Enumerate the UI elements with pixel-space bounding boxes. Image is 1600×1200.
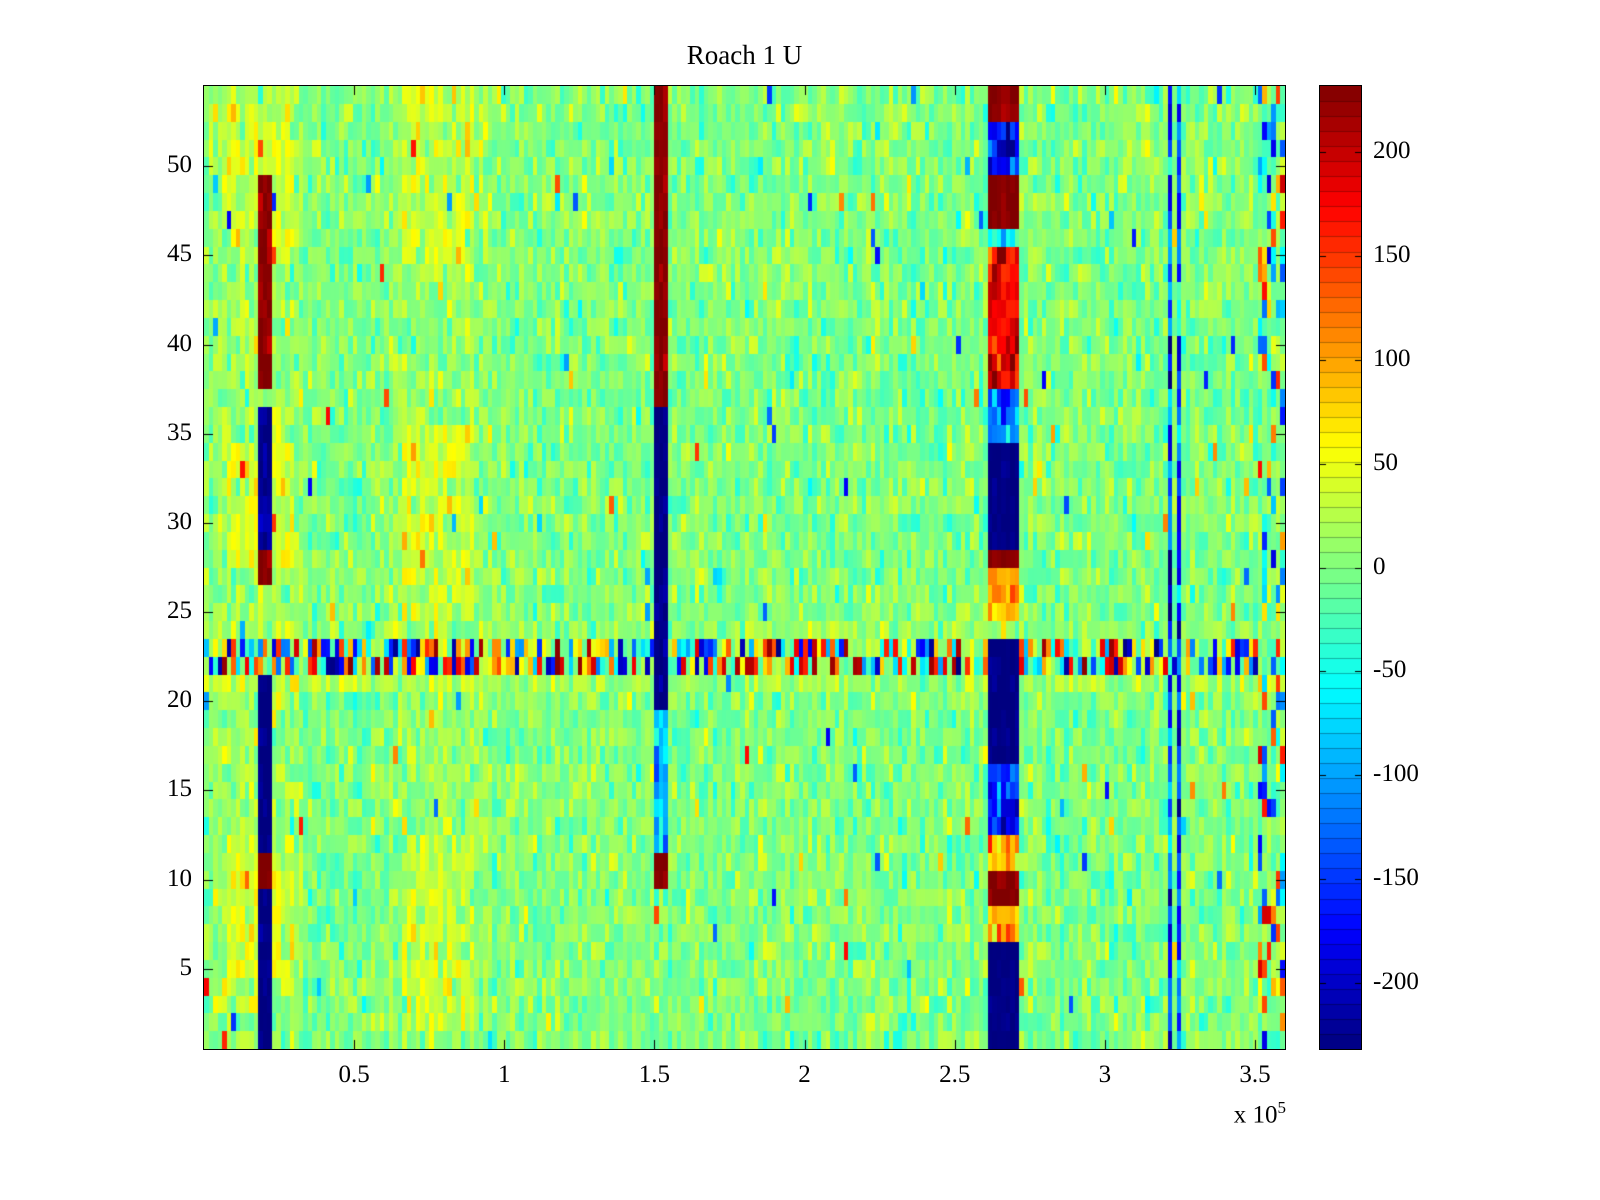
x-tick-label: 0.5 [338, 1061, 370, 1088]
x-tick-label: 3.5 [1239, 1061, 1271, 1088]
colorbar-tick-label: -150 [1373, 863, 1419, 891]
y-tick-label: 10 [167, 864, 192, 892]
colorbar [1319, 85, 1362, 1050]
colorbar-tick-label: -200 [1373, 967, 1419, 995]
y-tick-label: 5 [179, 953, 193, 981]
y-tick-label: 15 [167, 775, 192, 803]
colorbar-tick-label: 50 [1373, 448, 1398, 476]
x-tick-label: 2.5 [939, 1061, 971, 1088]
x-axis-exponent-power: 5 [1277, 1098, 1287, 1117]
x-tick-label: 3 [1098, 1061, 1112, 1088]
colorbar-canvas [1320, 86, 1361, 1049]
y-tick-label: 30 [167, 507, 192, 535]
y-tick-label: 50 [167, 151, 192, 179]
x-axis-exponent: x 105 [1180, 1098, 1286, 1129]
colorbar-tick-label: -100 [1373, 760, 1419, 788]
y-tick-label: 40 [167, 329, 192, 357]
heatmap-canvas [204, 86, 1285, 1049]
colorbar-tick-label: 200 [1373, 137, 1411, 165]
y-tick-label: 20 [167, 686, 192, 714]
y-tick-label: 45 [167, 240, 192, 268]
x-tick-label: 1 [498, 1061, 511, 1088]
y-tick-label: 25 [167, 597, 192, 625]
colorbar-tick-label: 150 [1373, 241, 1411, 269]
x-tick-label: 2 [798, 1061, 811, 1088]
x-axis-exponent-prefix: x 10 [1233, 1101, 1278, 1129]
colorbar-tick-label: -50 [1373, 656, 1407, 684]
colorbar-tick-label: 100 [1373, 344, 1411, 372]
plot-title: Roach 1 U [686, 40, 803, 70]
plot-area [203, 85, 1286, 1050]
colorbar-tick-label: 0 [1373, 552, 1386, 580]
y-tick-label: 35 [167, 418, 192, 446]
x-tick-label: 1.5 [638, 1061, 671, 1088]
